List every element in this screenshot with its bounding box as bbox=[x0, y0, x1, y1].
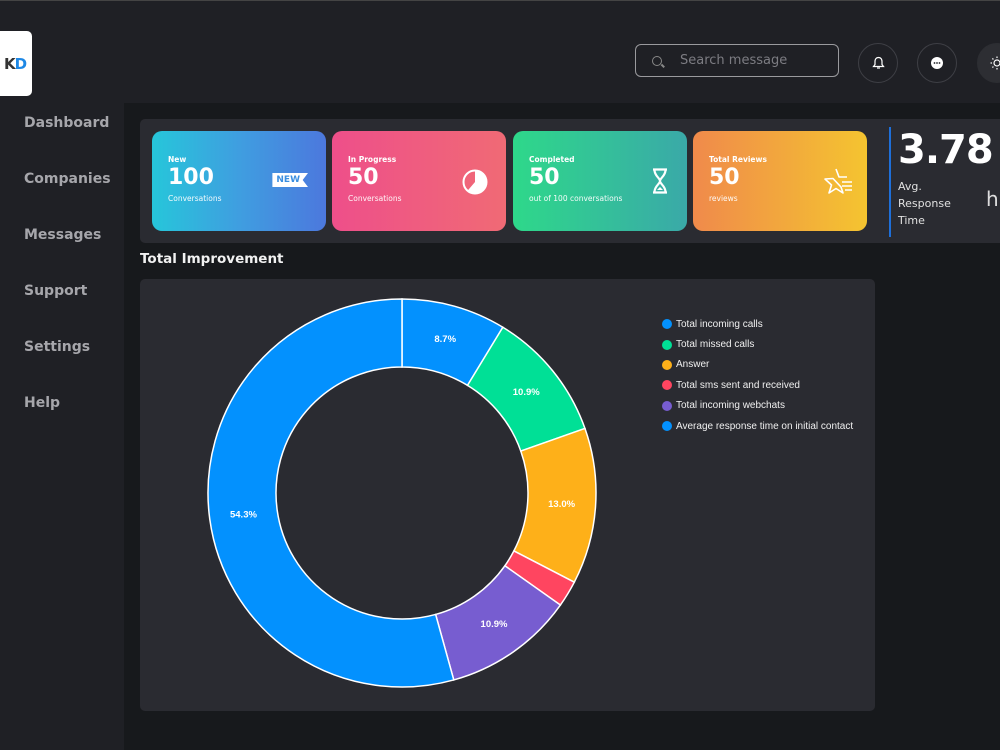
legend-item[interactable]: Average response time on initial contact bbox=[662, 416, 853, 436]
legend-item[interactable]: Answer bbox=[662, 355, 853, 375]
avg-label-line: Time bbox=[898, 214, 925, 227]
theme-toggle-button[interactable] bbox=[977, 43, 1000, 83]
chart-legend: Total incoming calls Total missed calls An… bbox=[662, 314, 853, 436]
messages-button[interactable] bbox=[917, 43, 957, 83]
slice-label: 8.7% bbox=[434, 334, 456, 345]
logo-text-left: K bbox=[3, 54, 16, 73]
sidebar-item-dashboard[interactable]: Dashboard bbox=[24, 115, 110, 131]
legend-dot-icon bbox=[662, 319, 672, 330]
legend-dot-icon bbox=[662, 400, 672, 411]
stat-label: Total Reviews bbox=[709, 155, 767, 164]
logo-text-right: D bbox=[14, 54, 27, 73]
sun-icon bbox=[990, 56, 1000, 70]
legend-item[interactable]: Total incoming webchats bbox=[662, 396, 853, 416]
slice-label: 10.9% bbox=[481, 619, 508, 630]
stat-value: 50 bbox=[529, 165, 560, 190]
avg-label-line: Response bbox=[898, 197, 951, 210]
sidebar-item-messages[interactable]: Messages bbox=[24, 227, 102, 243]
donut-chart: 8.7% 10.9% 13.0% 10.9% 54.3% bbox=[207, 298, 597, 688]
avg-response-time: 3.78 Avg. Response Time h bbox=[889, 127, 1000, 237]
slice-label: 54.3% bbox=[230, 510, 257, 521]
legend-label: Total missed calls bbox=[676, 339, 755, 351]
legend-dot-icon bbox=[662, 359, 672, 370]
legend-label: Average response time on initial contact bbox=[676, 420, 854, 432]
stat-card-completed[interactable]: Completed 50 out of 100 conversations bbox=[513, 131, 687, 231]
legend-dot-icon bbox=[662, 421, 672, 432]
stat-card-total-reviews[interactable]: Total Reviews 50 reviews bbox=[693, 131, 867, 231]
legend-label: Total sms sent and received bbox=[676, 379, 800, 391]
stat-sub: out of 100 conversations bbox=[529, 194, 623, 203]
stat-card-new[interactable]: New 100 Conversations NEW bbox=[152, 131, 326, 231]
main-content: New 100 Conversations NEW In Progress 50… bbox=[124, 103, 1000, 750]
notifications-button[interactable] bbox=[858, 43, 898, 83]
stat-label: Completed bbox=[529, 155, 575, 164]
avg-response-value: 3.78 bbox=[898, 127, 994, 173]
donut-slice[interactable] bbox=[207, 298, 455, 688]
stat-value: 100 bbox=[168, 165, 214, 190]
new-badge: NEW bbox=[272, 173, 308, 187]
stat-card-in-progress[interactable]: In Progress 50 Conversations bbox=[332, 131, 506, 231]
stats-panel: New 100 Conversations NEW In Progress 50… bbox=[140, 119, 1000, 243]
search-icon bbox=[652, 55, 662, 66]
hourglass-icon bbox=[653, 168, 667, 194]
slice-label: 10.9% bbox=[513, 387, 540, 398]
stat-sub: reviews bbox=[709, 194, 738, 203]
sidebar-item-support[interactable]: Support bbox=[24, 283, 88, 299]
stat-sub: Conversations bbox=[348, 194, 402, 203]
stat-value: 50 bbox=[348, 165, 379, 190]
avg-response-label: Avg. Response Time bbox=[898, 178, 968, 229]
sidebar-item-settings[interactable]: Settings bbox=[24, 339, 91, 355]
legend-label: Total incoming calls bbox=[676, 318, 763, 330]
avg-label-line: Avg. bbox=[898, 180, 922, 193]
slice-label: 13.0% bbox=[548, 499, 575, 510]
avg-response-unit: h bbox=[986, 187, 999, 211]
sidebar-item-companies[interactable]: Companies bbox=[24, 171, 111, 187]
stat-label: In Progress bbox=[348, 155, 397, 164]
bell-icon bbox=[871, 56, 885, 69]
pie-progress-icon bbox=[462, 169, 488, 195]
search-input[interactable] bbox=[680, 53, 830, 68]
sidebar: Dashboard Companies Messages Support Set… bbox=[0, 103, 124, 750]
sidebar-item-help[interactable]: Help bbox=[24, 395, 61, 411]
legend-label: Total incoming webchats bbox=[676, 400, 785, 412]
legend-dot-icon bbox=[662, 380, 672, 391]
chart-panel: 8.7% 10.9% 13.0% 10.9% 54.3% Total incoming … bbox=[140, 279, 875, 711]
section-title: Total Improvement bbox=[140, 251, 284, 267]
new-badge-icon: NEW bbox=[272, 173, 308, 187]
stat-sub: Conversations bbox=[168, 194, 222, 203]
legend-item[interactable]: Total incoming calls bbox=[662, 314, 853, 334]
star-list-icon bbox=[824, 168, 852, 194]
search-box[interactable] bbox=[635, 44, 839, 77]
legend-label: Answer bbox=[676, 359, 710, 371]
legend-dot-icon bbox=[662, 339, 672, 350]
legend-item[interactable]: Total missed calls bbox=[662, 334, 853, 354]
chat-bubble-icon bbox=[931, 57, 943, 69]
stat-value: 50 bbox=[709, 165, 740, 190]
stat-label: New bbox=[168, 155, 187, 164]
legend-item[interactable]: Total sms sent and received bbox=[662, 375, 853, 395]
